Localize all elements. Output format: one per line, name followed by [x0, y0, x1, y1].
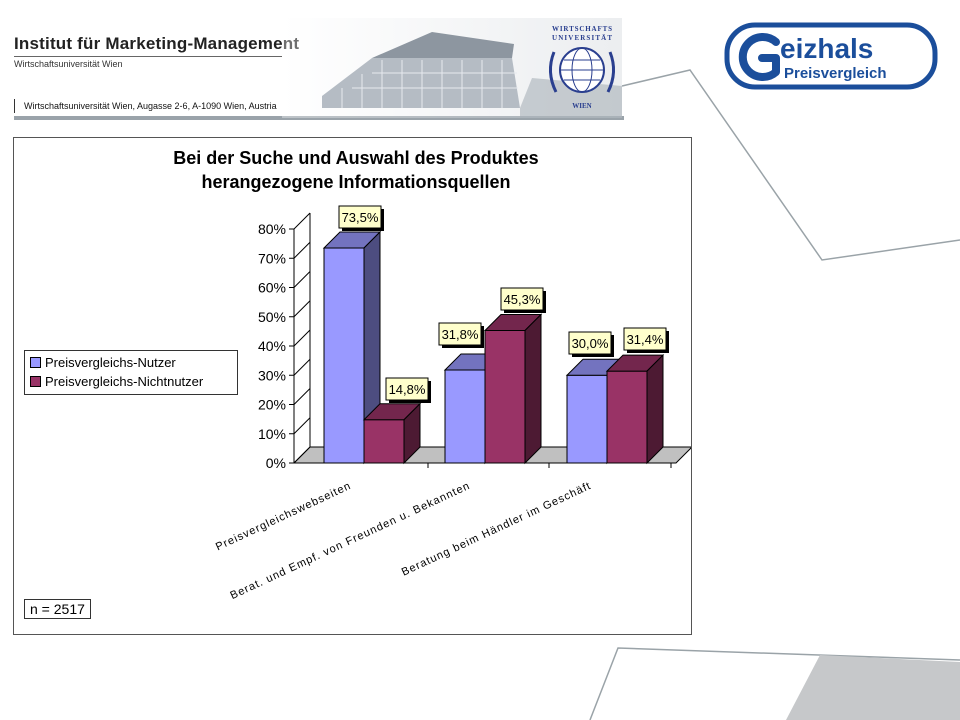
chart-legend: Preisvergleichs-Nutzer Preisvergleichs-N… [24, 350, 238, 395]
data-label-box [438, 322, 482, 346]
data-label: 45,3% [504, 292, 541, 307]
legend-label-nonusers: Preisvergleichs-Nichtnutzer [45, 374, 204, 389]
data-label: 14,8% [389, 382, 426, 397]
y-axis-depth-line [293, 446, 311, 464]
university-seal-logo: WIRTSCHAFTS UNIVERSITÄT WIEN [549, 25, 615, 110]
bar-front [363, 419, 405, 464]
y-axis-depth-line [293, 388, 311, 405]
svg-text:eizhals: eizhals [780, 33, 873, 64]
address-line: Wirtschaftsuniversität Wien, Augasse 2-6… [24, 101, 277, 111]
data-label-box [500, 287, 544, 311]
data-label: 31,8% [442, 327, 479, 342]
y-axis-depth-line [293, 241, 311, 259]
y-tick-label: 60% [258, 280, 286, 296]
bar-front [323, 247, 365, 464]
x-category-label: Beratung beim Händler im Geschäft [400, 480, 593, 579]
y-tick-label: 40% [258, 338, 286, 354]
university-name: Wirtschaftsuniversität Wien [14, 59, 123, 69]
bar-front [566, 374, 608, 464]
svg-text:WIEN: WIEN [572, 102, 591, 110]
legend-item-nonusers: Preisvergleichs-Nichtnutzer [25, 372, 237, 391]
legend-swatch-nonusers [30, 376, 41, 387]
bar-side [646, 353, 664, 465]
data-label: 73,5% [342, 210, 379, 225]
header-rule [14, 56, 282, 57]
bar-front [444, 369, 486, 464]
legend-item-users: Preisvergleichs-Nutzer [25, 353, 237, 372]
y-tick-label: 80% [258, 221, 286, 237]
x-category-label: Berat. und Empf. von Freunden u. Bekannt… [228, 480, 472, 602]
address-rule [14, 99, 15, 113]
bar-front [606, 370, 648, 464]
data-label: 30,0% [572, 336, 609, 351]
data-label-box [338, 205, 382, 229]
y-axis-depth-line [293, 212, 311, 230]
legend-swatch-users [30, 357, 41, 368]
y-tick-label: 10% [258, 426, 286, 442]
data-label-box [568, 331, 612, 355]
data-label: 31,4% [627, 332, 664, 347]
svg-text:Preisvergleich: Preisvergleich [784, 65, 887, 82]
bar-chart: Bei der Suche und Auswahl des Produktes … [173, 148, 691, 602]
y-tick-label: 30% [258, 367, 286, 383]
chart-frame: Bei der Suche und Auswahl des Produktes … [13, 137, 692, 635]
y-axis-depth-line [293, 300, 311, 318]
y-tick-label: 20% [258, 397, 286, 413]
y-axis-depth-line [293, 358, 311, 376]
sample-size-annotation: n = 2517 [24, 599, 91, 619]
data-label-box [623, 327, 667, 351]
y-axis-depth-line [293, 417, 311, 435]
bar-side [403, 402, 421, 465]
institute-title: Institut für Marketing-Management [14, 34, 300, 53]
plot-area: 0%10%20%30%40%50%60%70%80%73,5%14,8%Prei… [214, 205, 691, 602]
y-axis-depth-line [293, 271, 311, 288]
data-label-box [385, 377, 429, 401]
y-tick-label: 50% [258, 309, 286, 325]
chart-title-line-1: Bei der Suche und Auswahl des Produktes [173, 148, 538, 168]
legend-label-users: Preisvergleichs-Nutzer [45, 355, 176, 370]
bar-front [484, 329, 526, 464]
y-axis-depth-line [293, 329, 311, 347]
bar-side [524, 313, 542, 465]
chart-title-line-2: herangezogene Informationsquellen [201, 172, 510, 192]
svg-text:WIRTSCHAFTS: WIRTSCHAFTS [552, 25, 612, 33]
y-tick-label: 70% [258, 250, 286, 266]
y-tick-label: 0% [266, 455, 286, 471]
svg-text:UNIVERSITÄT: UNIVERSITÄT [552, 34, 612, 42]
geizhals-logo: eizhals Preisvergleich [724, 22, 938, 90]
